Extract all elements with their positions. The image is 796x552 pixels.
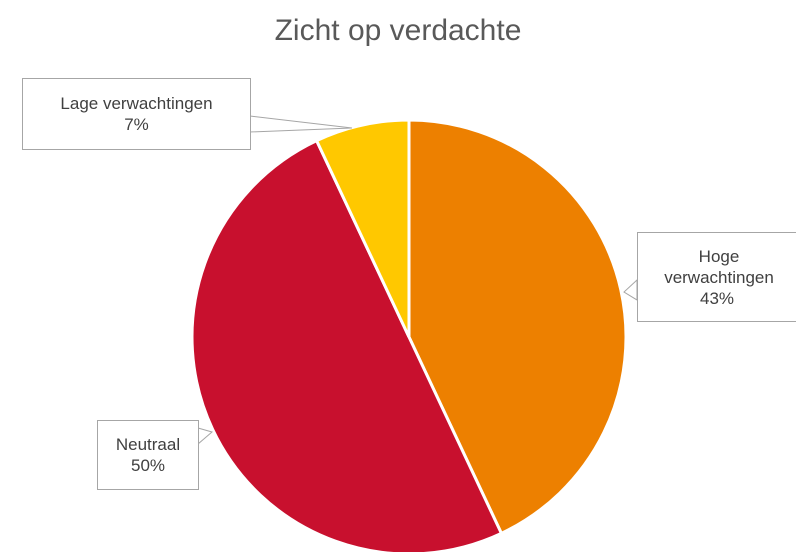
data-label: Neutraal 50%: [97, 420, 199, 490]
pie-slice: [314, 118, 411, 338]
pie-slice: [190, 138, 504, 552]
data-label: Hoge verwachtingen 43%: [637, 232, 796, 322]
value-label: 7%: [124, 115, 149, 134]
callout-pointer: [249, 115, 353, 133]
value-label: 50%: [130, 456, 166, 475]
category-label: Lage verwachtingen: [60, 94, 213, 113]
callout-pointer: [197, 427, 214, 446]
value-label: 43%: [699, 288, 735, 308]
data-label: Lage verwachtingen 7%: [22, 78, 251, 150]
chart-title: Zicht op verdachte: [274, 14, 522, 47]
category-label: Hoge verwachtingen: [664, 246, 774, 287]
pie-slice: [407, 118, 628, 536]
category-label: Neutraal: [115, 435, 181, 454]
slices: [190, 118, 628, 552]
